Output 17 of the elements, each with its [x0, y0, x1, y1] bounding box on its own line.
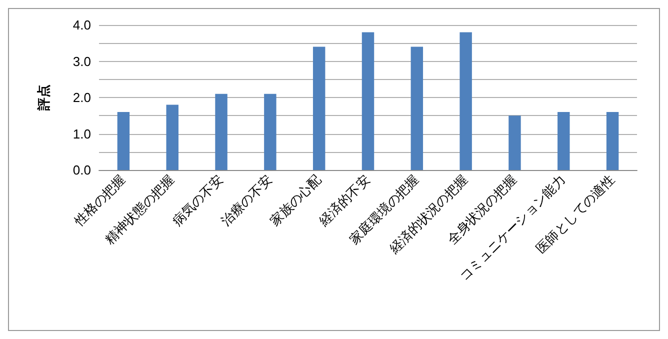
- bar: [558, 112, 570, 170]
- y-tick-label: 1.0: [72, 126, 91, 142]
- y-axis-title: 評点: [36, 84, 52, 112]
- bar: [362, 32, 374, 170]
- bar: [606, 112, 619, 170]
- bar: [312, 46, 326, 170]
- bar: [215, 94, 228, 170]
- y-tick-label: 4.0: [72, 18, 91, 32]
- bar: [166, 104, 178, 170]
- bar: [460, 32, 472, 170]
- bar: [410, 46, 424, 170]
- y-tick-label: 2.0: [72, 90, 91, 105]
- bar: [264, 94, 276, 170]
- bar: [117, 112, 130, 170]
- y-tick-label: 0.0: [72, 162, 91, 178]
- y-tick-label: 3.0: [72, 54, 91, 69]
- bar: [508, 116, 521, 170]
